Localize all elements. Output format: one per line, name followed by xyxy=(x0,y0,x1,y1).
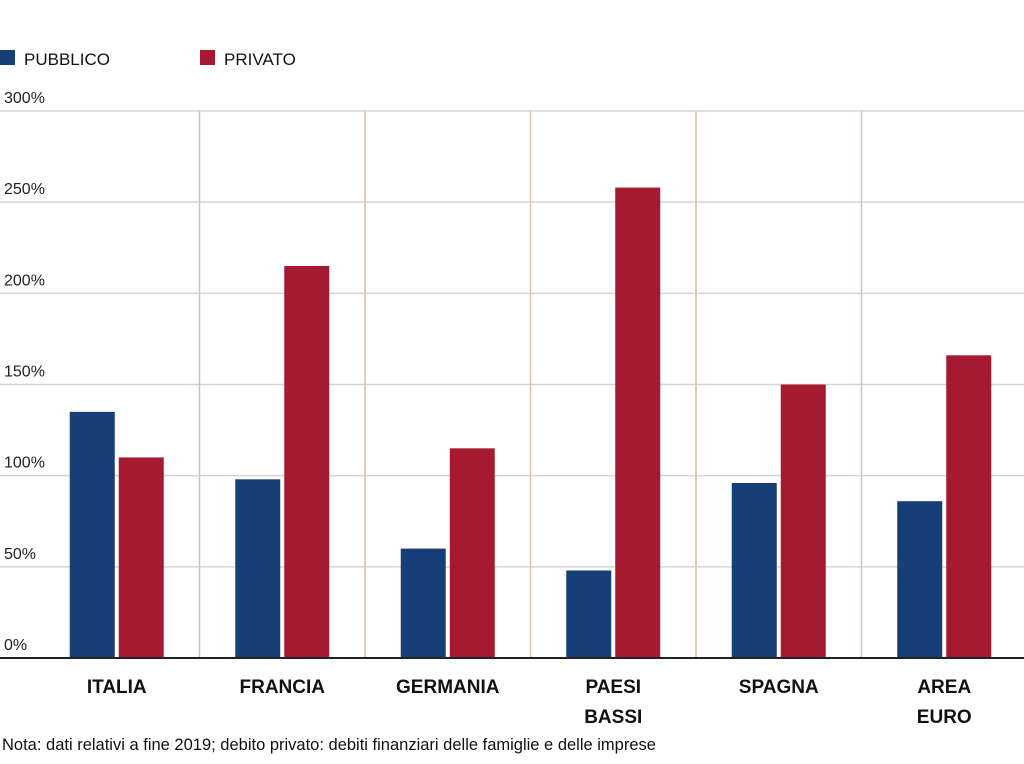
category-separators xyxy=(198,111,863,658)
bar-pubblico-area-euro xyxy=(897,501,943,658)
footnote: Nota: dati relativi a fine 2019; debito … xyxy=(2,736,656,754)
bar-pubblico-germania xyxy=(400,548,446,658)
bar-pubblico-italia xyxy=(69,411,115,658)
legend: PUBBLICO PRIVATO xyxy=(0,50,296,69)
legend-swatch-pubblico xyxy=(0,50,15,65)
y-axis-ticks: 0% 50% 100% 150% 200% 250% 300% xyxy=(4,90,45,654)
bar-chart: PUBBLICO PRIVATO 0% 50% 100% 150% 200% 250% 300… xyxy=(0,50,1024,728)
bar-privato-spagna xyxy=(780,384,826,658)
category-label: GERMANIA xyxy=(396,677,500,698)
bar-privato-paesi-bassi xyxy=(615,187,661,658)
y-tick-label: 250% xyxy=(4,181,45,198)
category-label: FRANCIA xyxy=(240,677,326,698)
y-tick-label: 50% xyxy=(4,546,36,563)
y-tick-label: 0% xyxy=(4,637,27,654)
gridlines xyxy=(0,110,1024,568)
bar-privato-italia xyxy=(118,457,164,658)
bar-privato-francia xyxy=(284,265,330,658)
legend-swatch-privato xyxy=(200,50,215,65)
bars xyxy=(69,187,992,658)
category-label: SPAGNA xyxy=(739,677,819,698)
bar-pubblico-spagna xyxy=(731,482,777,658)
category-label: ITALIA xyxy=(87,677,147,698)
y-tick-label: 100% xyxy=(4,455,45,472)
bar-privato-area-euro xyxy=(946,355,992,658)
category-label: AREA EURO xyxy=(917,677,972,728)
bar-pubblico-francia xyxy=(235,479,281,658)
bar-privato-germania xyxy=(449,448,495,658)
category-label: PAESI BASSI xyxy=(584,677,642,728)
legend-label-privato: PRIVATO xyxy=(224,50,296,69)
bar-pubblico-paesi-bassi xyxy=(566,570,612,658)
y-tick-label: 150% xyxy=(4,364,45,381)
legend-label-pubblico: PUBBLICO xyxy=(24,50,110,69)
y-tick-label: 300% xyxy=(4,90,45,107)
y-tick-label: 200% xyxy=(4,272,45,289)
category-labels: ITALIA FRANCIA GERMANIA PAESI BASSI SPAGNA ARE… xyxy=(87,677,972,728)
